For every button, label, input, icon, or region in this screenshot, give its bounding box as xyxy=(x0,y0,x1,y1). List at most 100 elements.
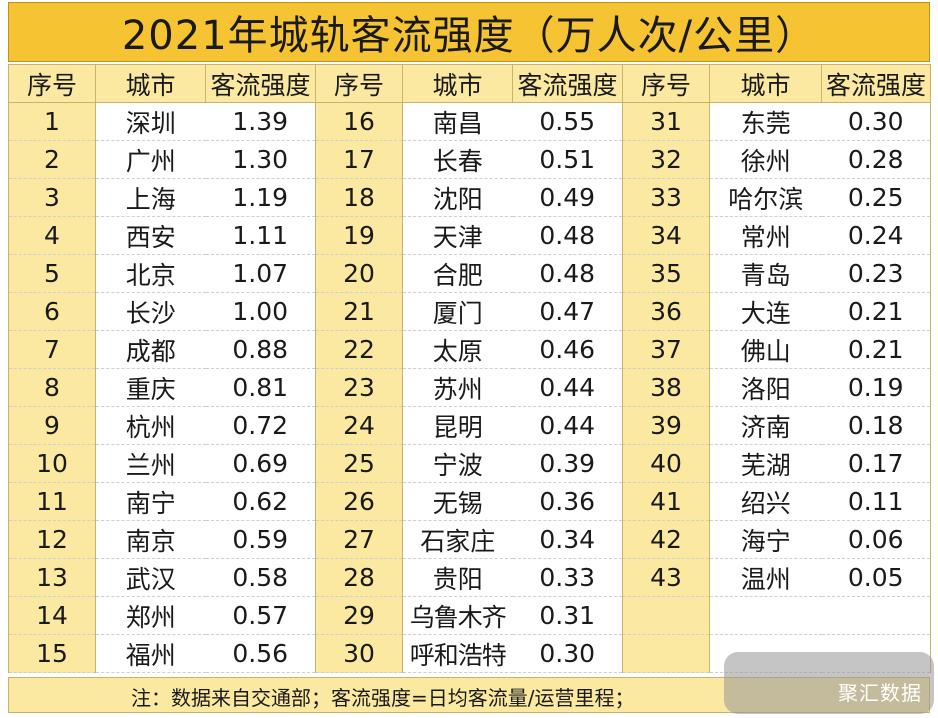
rank-cell: 28 xyxy=(315,558,403,597)
city-cell: 杭州 xyxy=(95,406,206,445)
city-cell: 呼和浩特 xyxy=(402,634,513,673)
intensity-cell: 0.06 xyxy=(821,520,931,559)
rank-cell: 3 xyxy=(8,178,96,217)
table-row: 14 郑州 0.57 29 乌鲁木齐 0.31 xyxy=(8,596,931,635)
intensity-cell: 0.05 xyxy=(821,558,931,597)
rank-cell: 2 xyxy=(8,140,96,179)
city-cell: 南昌 xyxy=(402,102,513,141)
table-row: 9 杭州 0.72 24 昆明 0.44 39 济南 0.18 xyxy=(8,406,931,445)
city-cell: 大连 xyxy=(709,292,822,331)
city-cell: 昆明 xyxy=(402,406,513,445)
intensity-cell: 0.24 xyxy=(821,216,931,255)
city-cell: 北京 xyxy=(95,254,206,293)
rank-cell: 29 xyxy=(315,596,403,635)
rank-cell: 5 xyxy=(8,254,96,293)
rank-cell: 20 xyxy=(315,254,403,293)
city-cell: 温州 xyxy=(709,558,822,597)
rank-cell: 4 xyxy=(8,216,96,255)
rank-cell: 23 xyxy=(315,368,403,407)
intensity-cell: 0.56 xyxy=(205,634,316,673)
rank-cell: 16 xyxy=(315,102,403,141)
rank-cell: 31 xyxy=(622,102,710,141)
table-row: 7 成都 0.88 22 太原 0.46 37 佛山 0.21 xyxy=(8,330,931,369)
rank-cell: 18 xyxy=(315,178,403,217)
footer-note: 注：数据来自交通部；客流强度=日均客流量/运营里程； xyxy=(131,686,635,710)
rank-cell: 11 xyxy=(8,482,96,521)
rank-cell: 24 xyxy=(315,406,403,445)
rank-cell: 33 xyxy=(622,178,710,217)
header-value: 客流强度 xyxy=(205,64,316,103)
rank-cell: 27 xyxy=(315,520,403,559)
city-cell: 上海 xyxy=(95,178,206,217)
city-cell: 郑州 xyxy=(95,596,206,635)
intensity-cell: 0.44 xyxy=(512,368,623,407)
intensity-cell: 0.36 xyxy=(512,482,623,521)
city-cell xyxy=(709,596,822,635)
city-cell: 太原 xyxy=(402,330,513,369)
table-row: 8 重庆 0.81 23 苏州 0.44 38 洛阳 0.19 xyxy=(8,368,931,407)
intensity-cell: 0.21 xyxy=(821,330,931,369)
city-cell: 洛阳 xyxy=(709,368,822,407)
city-cell: 绍兴 xyxy=(709,482,822,521)
rank-cell: 34 xyxy=(622,216,710,255)
city-cell: 重庆 xyxy=(95,368,206,407)
city-cell: 宁波 xyxy=(402,444,513,483)
rank-cell: 9 xyxy=(8,406,96,445)
rank-cell: 41 xyxy=(622,482,710,521)
intensity-cell: 0.48 xyxy=(512,254,623,293)
intensity-cell: 0.62 xyxy=(205,482,316,521)
ranking-table: 序号 城市 客流强度 序号 城市 客流强度 序号 城市 客流强度 1 深圳 1.39… xyxy=(8,64,931,673)
city-cell: 芜湖 xyxy=(709,444,822,483)
city-cell: 苏州 xyxy=(402,368,513,407)
table-row: 1 深圳 1.39 16 南昌 0.55 31 东莞 0.30 xyxy=(8,102,931,141)
intensity-cell: 0.58 xyxy=(205,558,316,597)
intensity-cell: 1.30 xyxy=(205,140,316,179)
intensity-cell: 1.11 xyxy=(205,216,316,255)
city-cell: 长春 xyxy=(402,140,513,179)
rank-cell: 43 xyxy=(622,558,710,597)
rank-cell: 6 xyxy=(8,292,96,331)
table-body: 1 深圳 1.39 16 南昌 0.55 31 东莞 0.30 2 广州 1.30 17 长春 0.51 32… xyxy=(8,102,931,673)
rank-cell: 8 xyxy=(8,368,96,407)
rank-cell: 26 xyxy=(315,482,403,521)
rank-cell: 13 xyxy=(8,558,96,597)
intensity-cell: 0.39 xyxy=(512,444,623,483)
intensity-cell: 0.23 xyxy=(821,254,931,293)
intensity-cell: 0.46 xyxy=(512,330,623,369)
intensity-cell: 0.59 xyxy=(205,520,316,559)
intensity-cell xyxy=(821,596,931,635)
intensity-cell: 0.33 xyxy=(512,558,623,597)
intensity-cell: 0.69 xyxy=(205,444,316,483)
rank-cell: 36 xyxy=(622,292,710,331)
city-cell: 徐州 xyxy=(709,140,822,179)
rank-cell: 42 xyxy=(622,520,710,559)
rank-cell: 10 xyxy=(8,444,96,483)
city-cell: 石家庄 xyxy=(402,520,513,559)
intensity-cell: 1.00 xyxy=(205,292,316,331)
rank-cell: 37 xyxy=(622,330,710,369)
rank-cell: 14 xyxy=(8,596,96,635)
intensity-cell: 1.19 xyxy=(205,178,316,217)
rank-cell: 7 xyxy=(8,330,96,369)
city-cell: 广州 xyxy=(95,140,206,179)
rank-cell: 30 xyxy=(315,634,403,673)
intensity-cell: 0.81 xyxy=(205,368,316,407)
header-seq: 序号 xyxy=(8,64,96,103)
city-cell: 无锡 xyxy=(402,482,513,521)
table-row: 4 西安 1.11 19 天津 0.48 34 常州 0.24 xyxy=(8,216,931,255)
city-cell: 长沙 xyxy=(95,292,206,331)
city-cell: 厦门 xyxy=(402,292,513,331)
rank-cell: 15 xyxy=(8,634,96,673)
city-cell: 天津 xyxy=(402,216,513,255)
rank-cell: 39 xyxy=(622,406,710,445)
header-seq: 序号 xyxy=(315,64,403,103)
intensity-cell: 0.28 xyxy=(821,140,931,179)
title-banner: 2021年城轨客流强度（万人次/公里） xyxy=(8,2,930,62)
table-row: 10 兰州 0.69 25 宁波 0.39 40 芜湖 0.17 xyxy=(8,444,931,483)
intensity-cell: 0.21 xyxy=(821,292,931,331)
rank-cell: 19 xyxy=(315,216,403,255)
city-cell: 乌鲁木齐 xyxy=(402,596,513,635)
rank-cell: 35 xyxy=(622,254,710,293)
watermark-text: 聚汇数据 xyxy=(838,681,922,705)
table-row: 12 南京 0.59 27 石家庄 0.34 42 海宁 0.06 xyxy=(8,520,931,559)
